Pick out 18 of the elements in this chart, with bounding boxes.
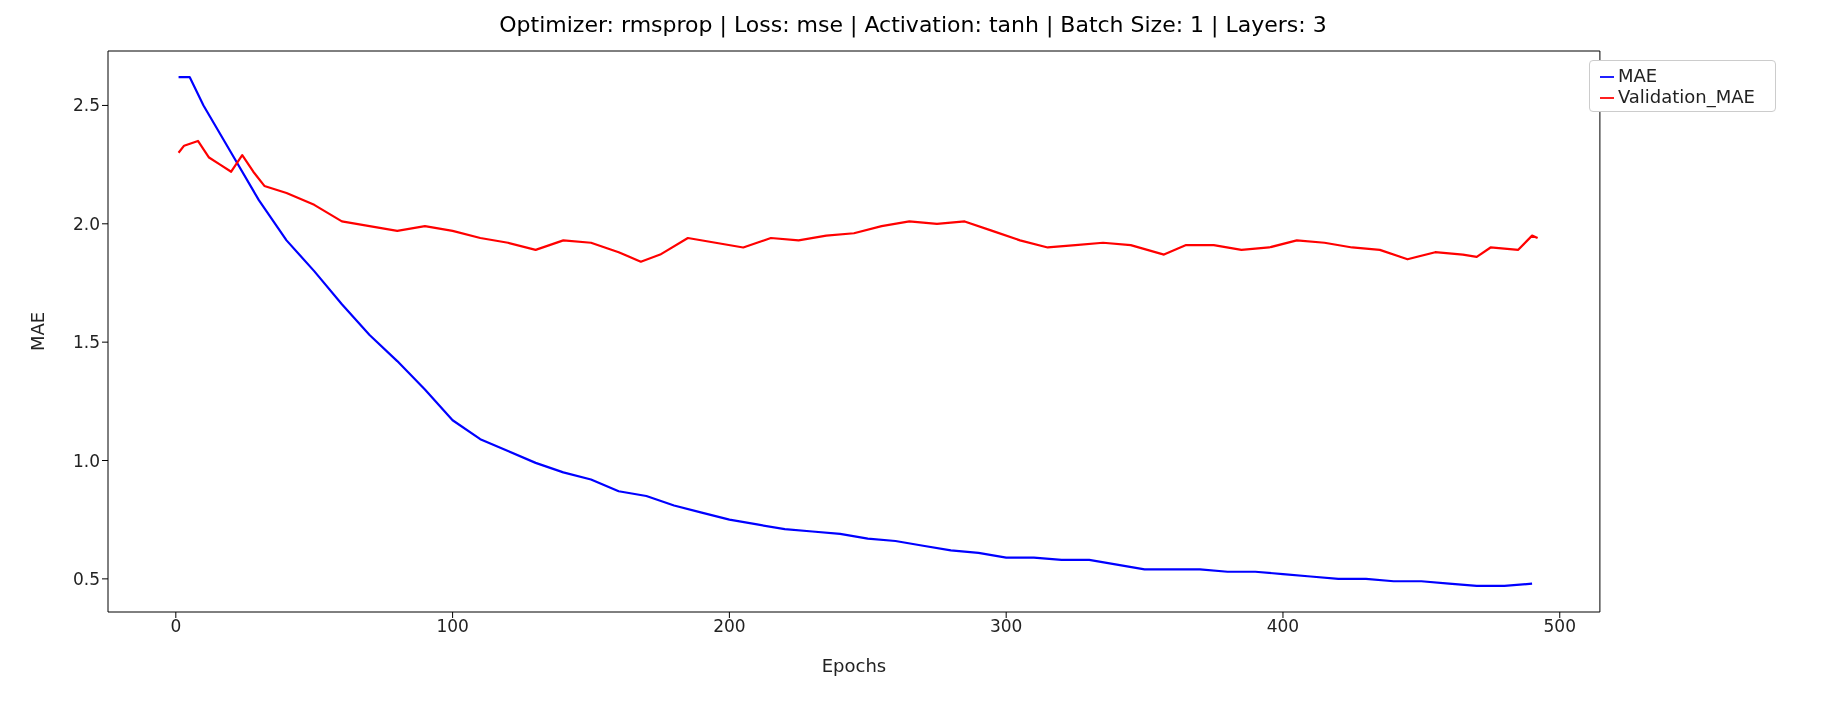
- line-series: [177, 139, 1539, 263]
- x-tick-label: 100: [436, 616, 469, 637]
- line-series: [177, 75, 1534, 588]
- legend-label: MAE: [1617, 65, 1658, 86]
- x-tick-label: 0: [170, 616, 182, 637]
- x-axis-title: Epochs: [821, 655, 887, 676]
- x-tick-label: 500: [1543, 616, 1576, 637]
- chart-title: Optimizer: rmsprop | Loss: mse | Activation: tanh | Batch Size: 1 | Layers: 3: [498, 11, 1328, 40]
- x-tick-label: 400: [1266, 616, 1300, 637]
- y-tick-label: 2.0: [72, 213, 100, 234]
- y-tick-label: 1.5: [72, 332, 100, 353]
- y-tick-label: 1.0: [72, 450, 100, 471]
- x-tick-label: 200: [713, 616, 746, 637]
- x-tick-label: 300: [989, 616, 1023, 637]
- y-tick-label: 0.5: [72, 568, 100, 589]
- y-tick-label: 2.5: [72, 95, 100, 116]
- y-axis-title: MAE: [27, 311, 49, 352]
- legend-label: Validation_MAE: [1617, 86, 1755, 107]
